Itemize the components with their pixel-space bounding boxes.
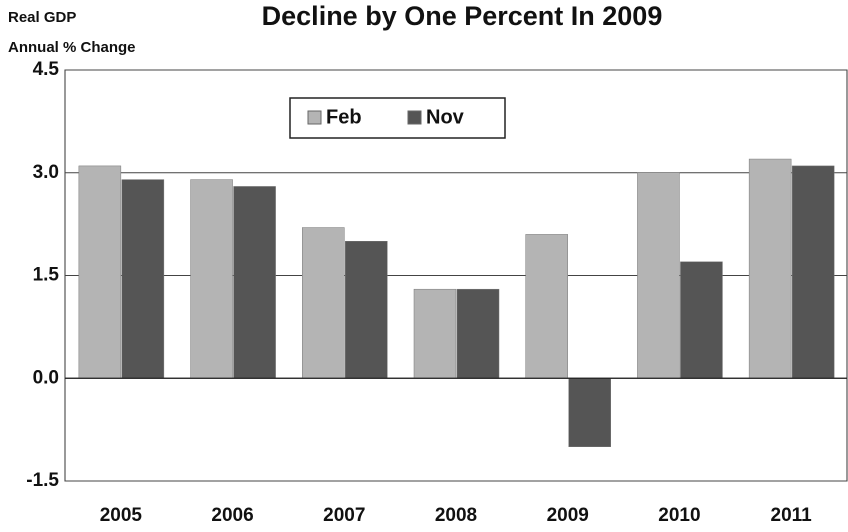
bar xyxy=(233,186,276,379)
x-tick-label: 2011 xyxy=(771,505,813,526)
bar xyxy=(568,378,611,447)
bar xyxy=(748,158,792,379)
bar xyxy=(78,165,122,379)
y-axis-label: Real GDP xyxy=(8,9,76,26)
bar xyxy=(190,179,233,379)
x-tick-label: 2009 xyxy=(547,505,589,526)
bar xyxy=(345,241,388,379)
x-tick-label: 2008 xyxy=(435,505,477,526)
legend-swatch xyxy=(407,110,422,125)
x-tick-label: 2006 xyxy=(211,505,253,526)
legend-box xyxy=(289,97,506,139)
x-tick-label: 2005 xyxy=(100,505,143,526)
y-tick-label: 0.0 xyxy=(33,367,59,388)
chart-title: Decline by One Percent In 2009 xyxy=(262,1,663,31)
x-tick-label: 2007 xyxy=(323,505,365,526)
bar xyxy=(680,261,723,379)
legend-swatch xyxy=(307,110,322,125)
bar xyxy=(413,288,457,379)
bar xyxy=(637,172,680,379)
legend: Feb Nov xyxy=(289,97,506,139)
y-tick-label: -1.5 xyxy=(26,470,59,491)
y-axis-label: Annual % Change xyxy=(8,39,136,56)
legend-label: Feb xyxy=(326,106,362,128)
bar xyxy=(525,234,568,379)
x-tick-label: 2010 xyxy=(658,505,700,526)
legend-label: Nov xyxy=(426,106,465,128)
bar xyxy=(302,227,345,379)
bar xyxy=(121,179,165,379)
bar xyxy=(456,288,500,379)
y-tick-label: 4.5 xyxy=(33,59,60,80)
y-tick-label: 3.0 xyxy=(33,162,59,183)
y-tick-label: 1.5 xyxy=(33,265,60,286)
bar xyxy=(791,165,835,379)
